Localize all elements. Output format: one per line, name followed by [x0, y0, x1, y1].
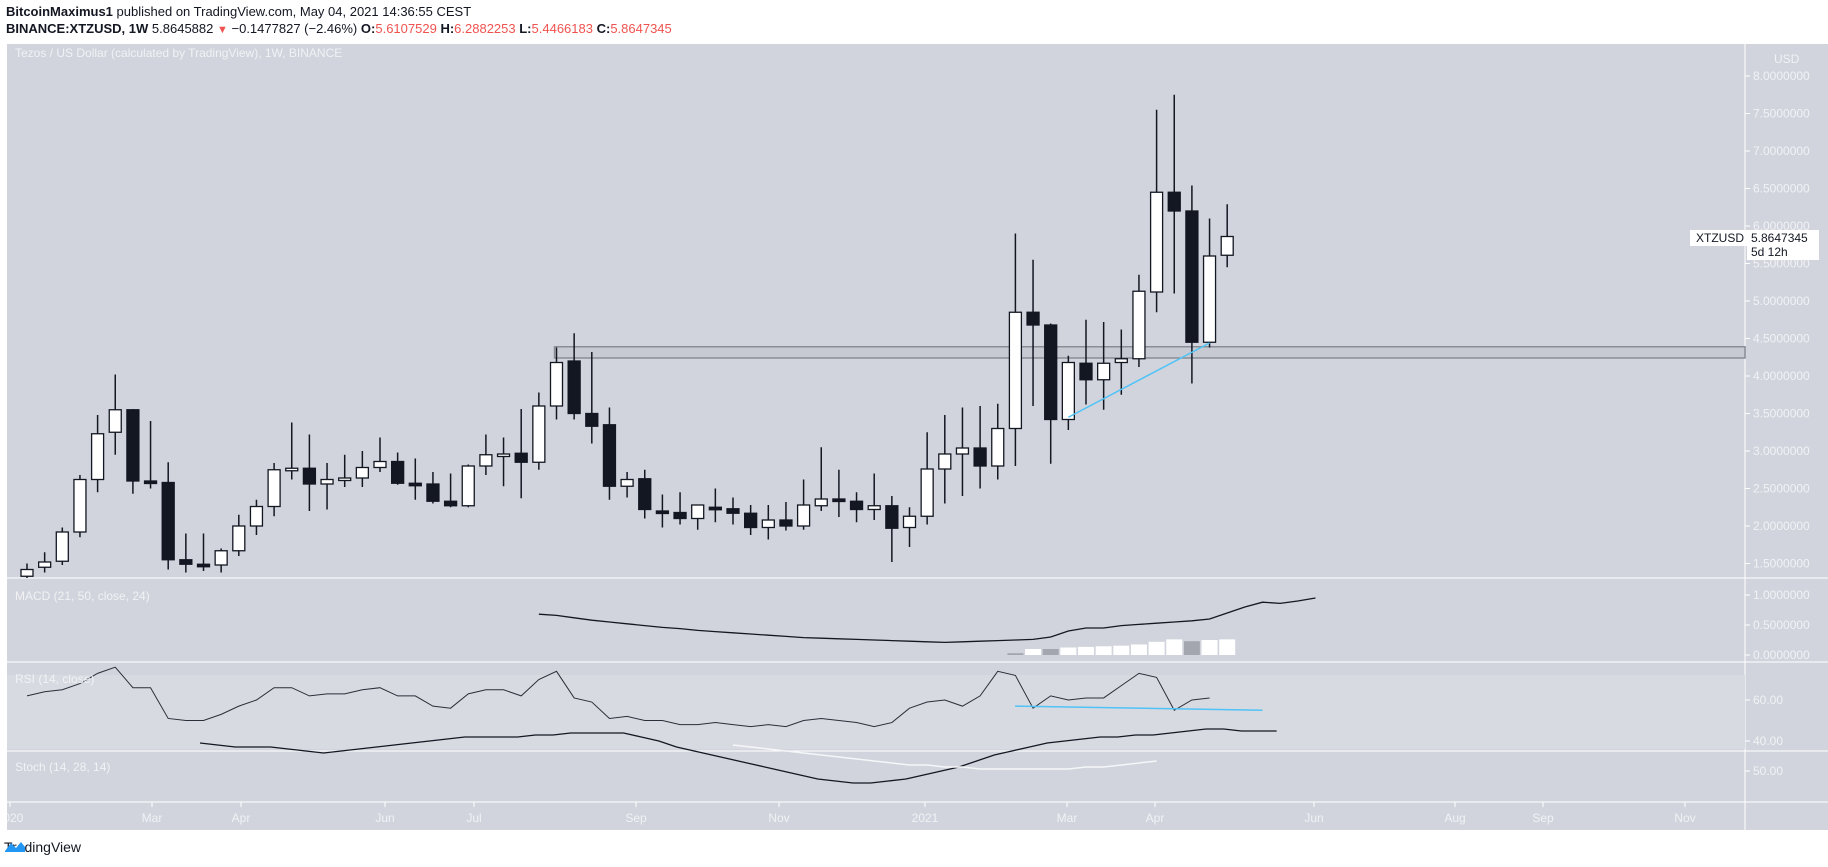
svg-text:3.5000000: 3.5000000 [1753, 407, 1810, 421]
svg-text:Sep: Sep [625, 811, 647, 825]
symbol-info: BINANCE:XTZUSD, 1W 5.8645882 ▼ −0.147782… [6, 21, 672, 36]
svg-text:Apr: Apr [232, 811, 251, 825]
svg-text:5.0000000: 5.0000000 [1753, 294, 1810, 308]
svg-text:6.5000000: 6.5000000 [1753, 182, 1810, 196]
svg-text:2020: 2020 [7, 811, 24, 825]
svg-text:40.00: 40.00 [1753, 734, 1783, 748]
svg-text:2.5000000: 2.5000000 [1753, 482, 1810, 496]
published-text: published on TradingView.com, May 04, 20… [116, 4, 472, 19]
tradingview-logo[interactable]: TradingView [4, 839, 81, 855]
publish-info: BitcoinMaximus1 published on TradingView… [6, 4, 471, 19]
svg-text:6.0000000: 6.0000000 [1753, 219, 1810, 233]
svg-text:2021: 2021 [912, 811, 939, 825]
price-tag-value: 5.8647345 [1751, 231, 1808, 245]
stoch-label: Stoch (14, 28, 14) [15, 760, 111, 774]
price-change: −0.1477827 (−2.46%) [231, 21, 358, 36]
low-label: L: [519, 21, 532, 36]
low-value: 5.4466183 [531, 21, 593, 36]
svg-text:Aug: Aug [1444, 811, 1465, 825]
svg-text:4.5000000: 4.5000000 [1753, 332, 1810, 346]
svg-text:8.0000000: 8.0000000 [1753, 69, 1810, 83]
tradingview-logo-icon [5, 842, 25, 852]
svg-text:0.5000000: 0.5000000 [1753, 618, 1810, 632]
svg-text:Jun: Jun [375, 811, 394, 825]
currency-label: USD [1774, 52, 1800, 66]
close-value: 5.8647345 [610, 21, 672, 36]
open-value: 5.6107529 [375, 21, 437, 36]
price-tag: 5.8647345 5d 12h [1747, 230, 1819, 260]
svg-text:3.0000000: 3.0000000 [1753, 444, 1810, 458]
svg-text:4.0000000: 4.0000000 [1753, 369, 1810, 383]
svg-text:7.0000000: 7.0000000 [1753, 144, 1810, 158]
high-label: H: [440, 21, 455, 36]
svg-text:Nov: Nov [1674, 811, 1695, 825]
macd-label: MACD (21, 50, close, 24) [15, 589, 150, 603]
svg-text:Sep: Sep [1532, 811, 1554, 825]
chart-area[interactable]: 1.5000000 2.0000000 2.5000000 3.0000000 3.50… [7, 44, 1828, 830]
svg-text:7.5000000: 7.5000000 [1753, 107, 1810, 121]
last-price: 5.8645882 [151, 21, 214, 36]
symbol-tag: XTZUSD [1690, 230, 1750, 246]
chart-canvas[interactable]: 1.5000000 2.0000000 2.5000000 3.0000000 3.50… [7, 44, 1828, 830]
svg-text:Nov: Nov [768, 811, 789, 825]
author-name: BitcoinMaximus1 [6, 4, 113, 19]
svg-text:50.00: 50.00 [1753, 764, 1783, 778]
svg-text:1.0000000: 1.0000000 [1753, 588, 1810, 602]
svg-text:Jun: Jun [1304, 811, 1323, 825]
symbol-label: BINANCE:XTZUSD, 1W [6, 21, 149, 36]
svg-text:Mar: Mar [142, 811, 163, 825]
svg-text:0.0000000: 0.0000000 [1753, 648, 1810, 662]
svg-text:2.0000000: 2.0000000 [1753, 519, 1810, 533]
price-tag-countdown: 5d 12h [1751, 245, 1788, 259]
high-value: 6.2882253 [454, 21, 516, 36]
svg-text:1.5000000: 1.5000000 [1753, 557, 1810, 571]
open-label: O: [360, 21, 376, 36]
svg-text:Jul: Jul [466, 811, 481, 825]
svg-text:5.5000000: 5.5000000 [1753, 257, 1810, 271]
svg-text:Mar: Mar [1057, 811, 1078, 825]
svg-text:Apr: Apr [1146, 811, 1165, 825]
rsi-label: RSI (14, close) [15, 672, 95, 686]
chart-title: Tezos / US Dollar (calculated by Trading… [15, 46, 343, 60]
svg-text:60.00: 60.00 [1753, 693, 1783, 707]
close-label: C: [596, 21, 611, 36]
down-arrow-icon: ▼ [216, 24, 228, 36]
